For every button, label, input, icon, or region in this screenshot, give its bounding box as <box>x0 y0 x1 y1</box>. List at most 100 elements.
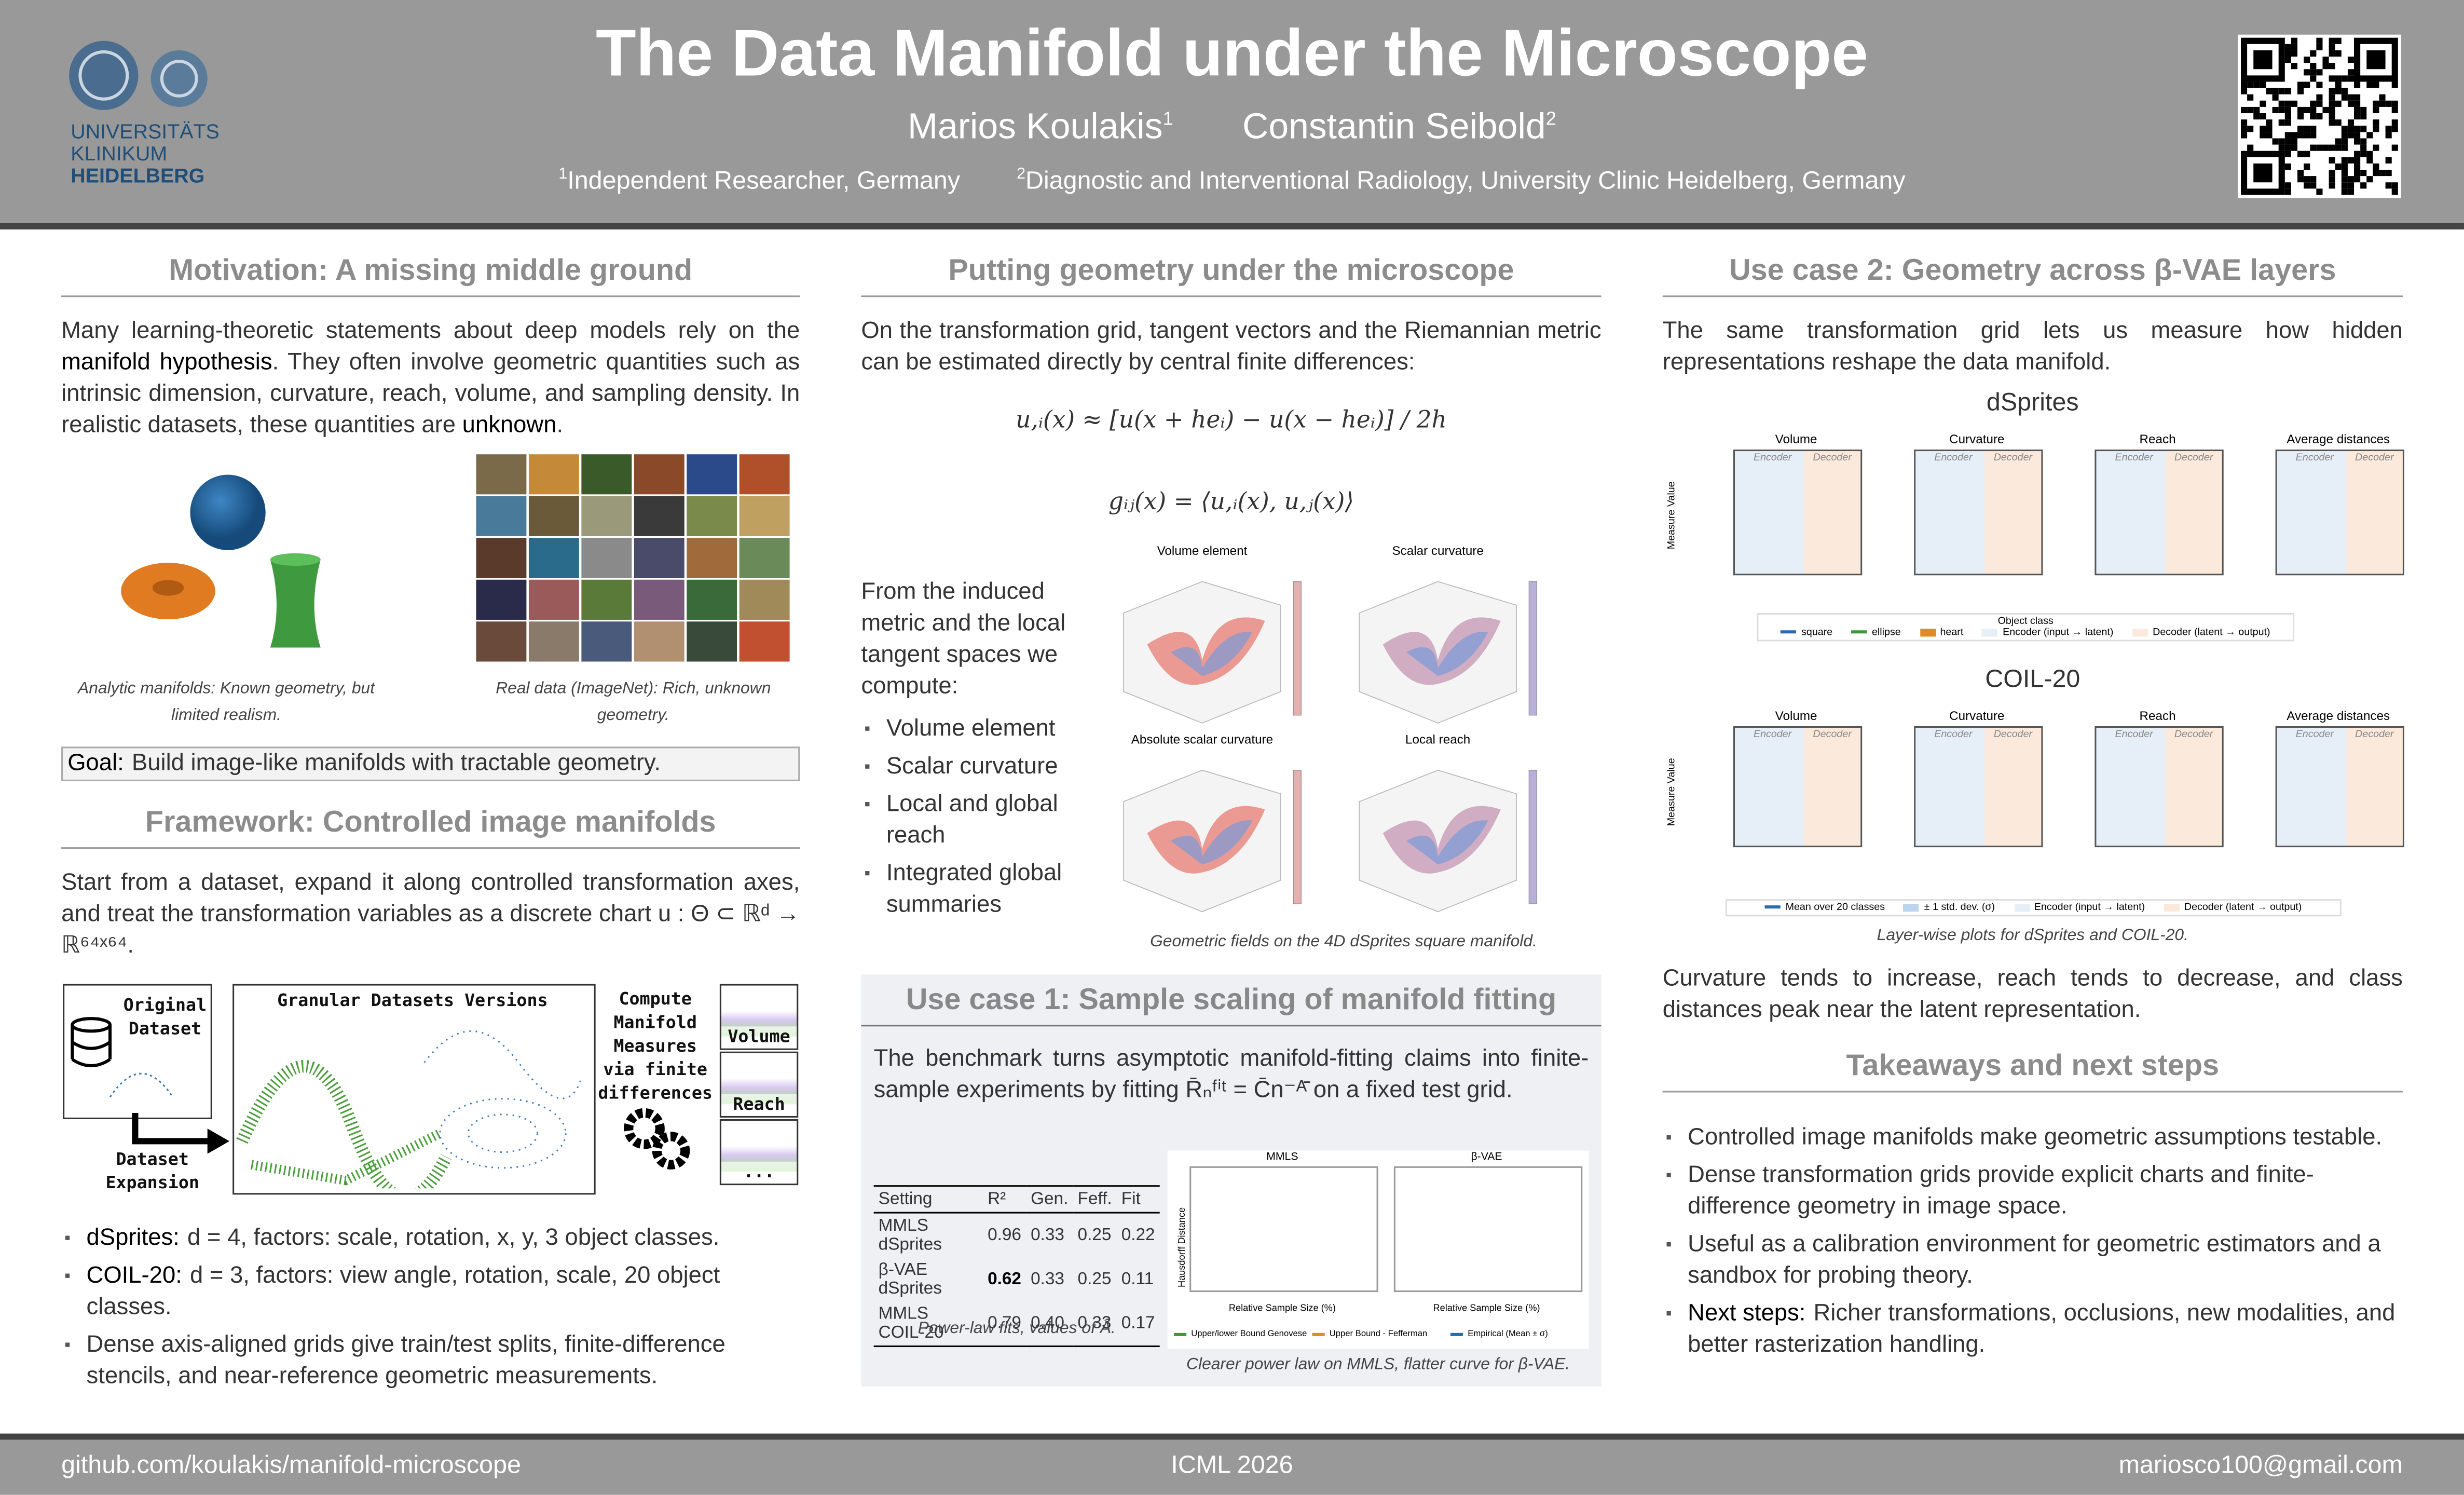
thumbnail <box>528 621 579 662</box>
repo-link[interactable]: github.com/koulakis/manifold-microscope <box>61 1452 522 1479</box>
thumbnail <box>634 454 685 495</box>
qr-module <box>2329 50 2335 57</box>
plot-frame <box>1189 1166 1378 1293</box>
legend-text: Decoder (latent → output) <box>2184 902 2302 914</box>
legend: Object class square ellipse heart Encoder (i… <box>1757 613 2294 642</box>
panel-frame: Encoder Decoder <box>1914 726 2043 848</box>
table-cell: 0.96 <box>988 1226 1021 1245</box>
qr-module <box>2391 144 2398 151</box>
qr-module <box>2335 100 2342 107</box>
panel-frame: Encoder Decoder <box>1914 450 2043 576</box>
thumbnail <box>476 496 527 536</box>
qr-code[interactable] <box>2237 34 2401 198</box>
table-cell: MMLS COIL-20 <box>878 1304 944 1342</box>
colorbar <box>1528 581 1538 716</box>
legend-item: heart <box>1920 627 1963 638</box>
affiliation: 2Diagnostic and Interventional Radiology… <box>1017 167 1905 195</box>
diagram-label: Granular Datasets Versions <box>277 990 548 1011</box>
field-plot <box>1359 769 1538 913</box>
qr-module <box>2316 100 2323 107</box>
thumbnail <box>476 621 527 662</box>
affiliation: 1Independent Researcher, Germany <box>558 167 961 196</box>
affiliation-text: Independent Researcher, Germany <box>567 168 961 196</box>
qr-module <box>2297 170 2304 176</box>
email[interactable]: mariosco100@gmail.com <box>2118 1452 2403 1479</box>
text: . They often involve geometric quantitie… <box>61 349 800 439</box>
qr-module <box>2366 81 2373 88</box>
qr-module <box>2335 50 2342 57</box>
diagram-label: Dataset Expansion <box>105 1149 199 1193</box>
thumbnail <box>687 496 737 536</box>
thumbnail <box>581 454 632 495</box>
paragraph: The benchmark turns asymptotic manifold-… <box>873 1045 1589 1104</box>
thumbnail <box>739 496 790 536</box>
thumbnail <box>476 538 527 578</box>
butterfly <box>1382 806 1501 874</box>
legend-swatch <box>1851 631 1867 634</box>
qr-module <box>2360 170 2367 176</box>
panel-title: Reach <box>2139 432 2176 446</box>
thumbnail <box>528 454 579 495</box>
qr-module <box>2329 113 2335 120</box>
section-heading: Motivation: A missing middle ground <box>61 255 800 297</box>
qr-module <box>2329 157 2335 164</box>
title: The Data Manifold under the Microscope <box>595 16 1868 90</box>
authors: Marios Koulakis1 Constantin Seibold2 <box>0 105 2464 148</box>
panel-frame: Encoder Decoder <box>2095 450 2224 576</box>
legend-item: Decoder (latent → output) <box>2164 902 2302 913</box>
qr-module <box>2291 50 2298 57</box>
qr-module <box>2360 182 2367 189</box>
qr-module <box>2304 57 2310 63</box>
qr-module <box>2391 106 2398 114</box>
qr-module <box>2316 113 2323 120</box>
qr-module <box>2347 75 2355 82</box>
gears-icon <box>624 1108 690 1170</box>
legend-text: heart <box>1940 627 1964 638</box>
table-row: MMLS dSprites 0.96 0.33 0.25 0.22 <box>874 1213 1160 1257</box>
thumbnail <box>634 579 685 620</box>
panel-title: Average distances <box>2287 432 2390 446</box>
qr-module <box>2284 188 2291 195</box>
qr-module <box>2366 157 2373 164</box>
panel-title: Average distances <box>2287 709 2390 723</box>
qr-module <box>2329 63 2335 70</box>
qr-finder <box>2253 50 2273 70</box>
decoder-label: Decoder <box>2174 729 2213 741</box>
encoder-label: Encoder <box>2115 729 2153 741</box>
author-sup: 2 <box>1545 107 1556 130</box>
measure-label: Reach <box>721 1094 797 1115</box>
legend-swatch <box>1312 1332 1325 1336</box>
table-row: β-VAE dSprites 0.62 0.33 0.25 0.11 <box>874 1257 1160 1301</box>
bullet-item: dSprites:d = 4, factors: scale, rotation… <box>61 1223 800 1255</box>
qr-module <box>2322 144 2329 151</box>
legend-text: Encoder (input → latent) <box>2003 627 2114 638</box>
figure: MMLS Relative Sample Size (%) β-VAE Relativ… <box>1167 1150 1589 1349</box>
qr-module <box>2366 176 2373 183</box>
caption: Geometric fields on the 4D dSprites squa… <box>1150 932 1537 951</box>
qr-module <box>2304 176 2310 183</box>
legend-swatch <box>1920 628 1936 636</box>
table-header-cell: Fit <box>1121 1190 1141 1209</box>
qr-module <box>2260 100 2266 107</box>
qr-module <box>2373 126 2379 132</box>
legend-text: Upper/lower Bound Genovese <box>1191 1329 1307 1339</box>
venue: ICML 2026 <box>1171 1452 1293 1479</box>
thumbnail <box>581 579 632 620</box>
qr-module <box>2297 106 2304 114</box>
legend-item: ellipse <box>1851 627 1901 638</box>
bullet-list: dSprites:d = 4, factors: scale, rotation… <box>61 1223 800 1399</box>
qr-module <box>2341 176 2348 183</box>
qr-module <box>2266 88 2273 94</box>
table-cell: 0.11 <box>1121 1270 1154 1289</box>
qr-module <box>2291 144 2298 151</box>
qr-module <box>2284 106 2291 114</box>
qr-module <box>2360 126 2367 132</box>
bullet-item: Volume element <box>861 714 1097 745</box>
imagenet-grid <box>476 454 790 662</box>
qr-module <box>2347 119 2355 126</box>
thumbnail <box>687 538 737 578</box>
qr-module <box>2329 88 2335 94</box>
measure-label: ... <box>721 1161 797 1183</box>
qr-module <box>2291 63 2298 70</box>
